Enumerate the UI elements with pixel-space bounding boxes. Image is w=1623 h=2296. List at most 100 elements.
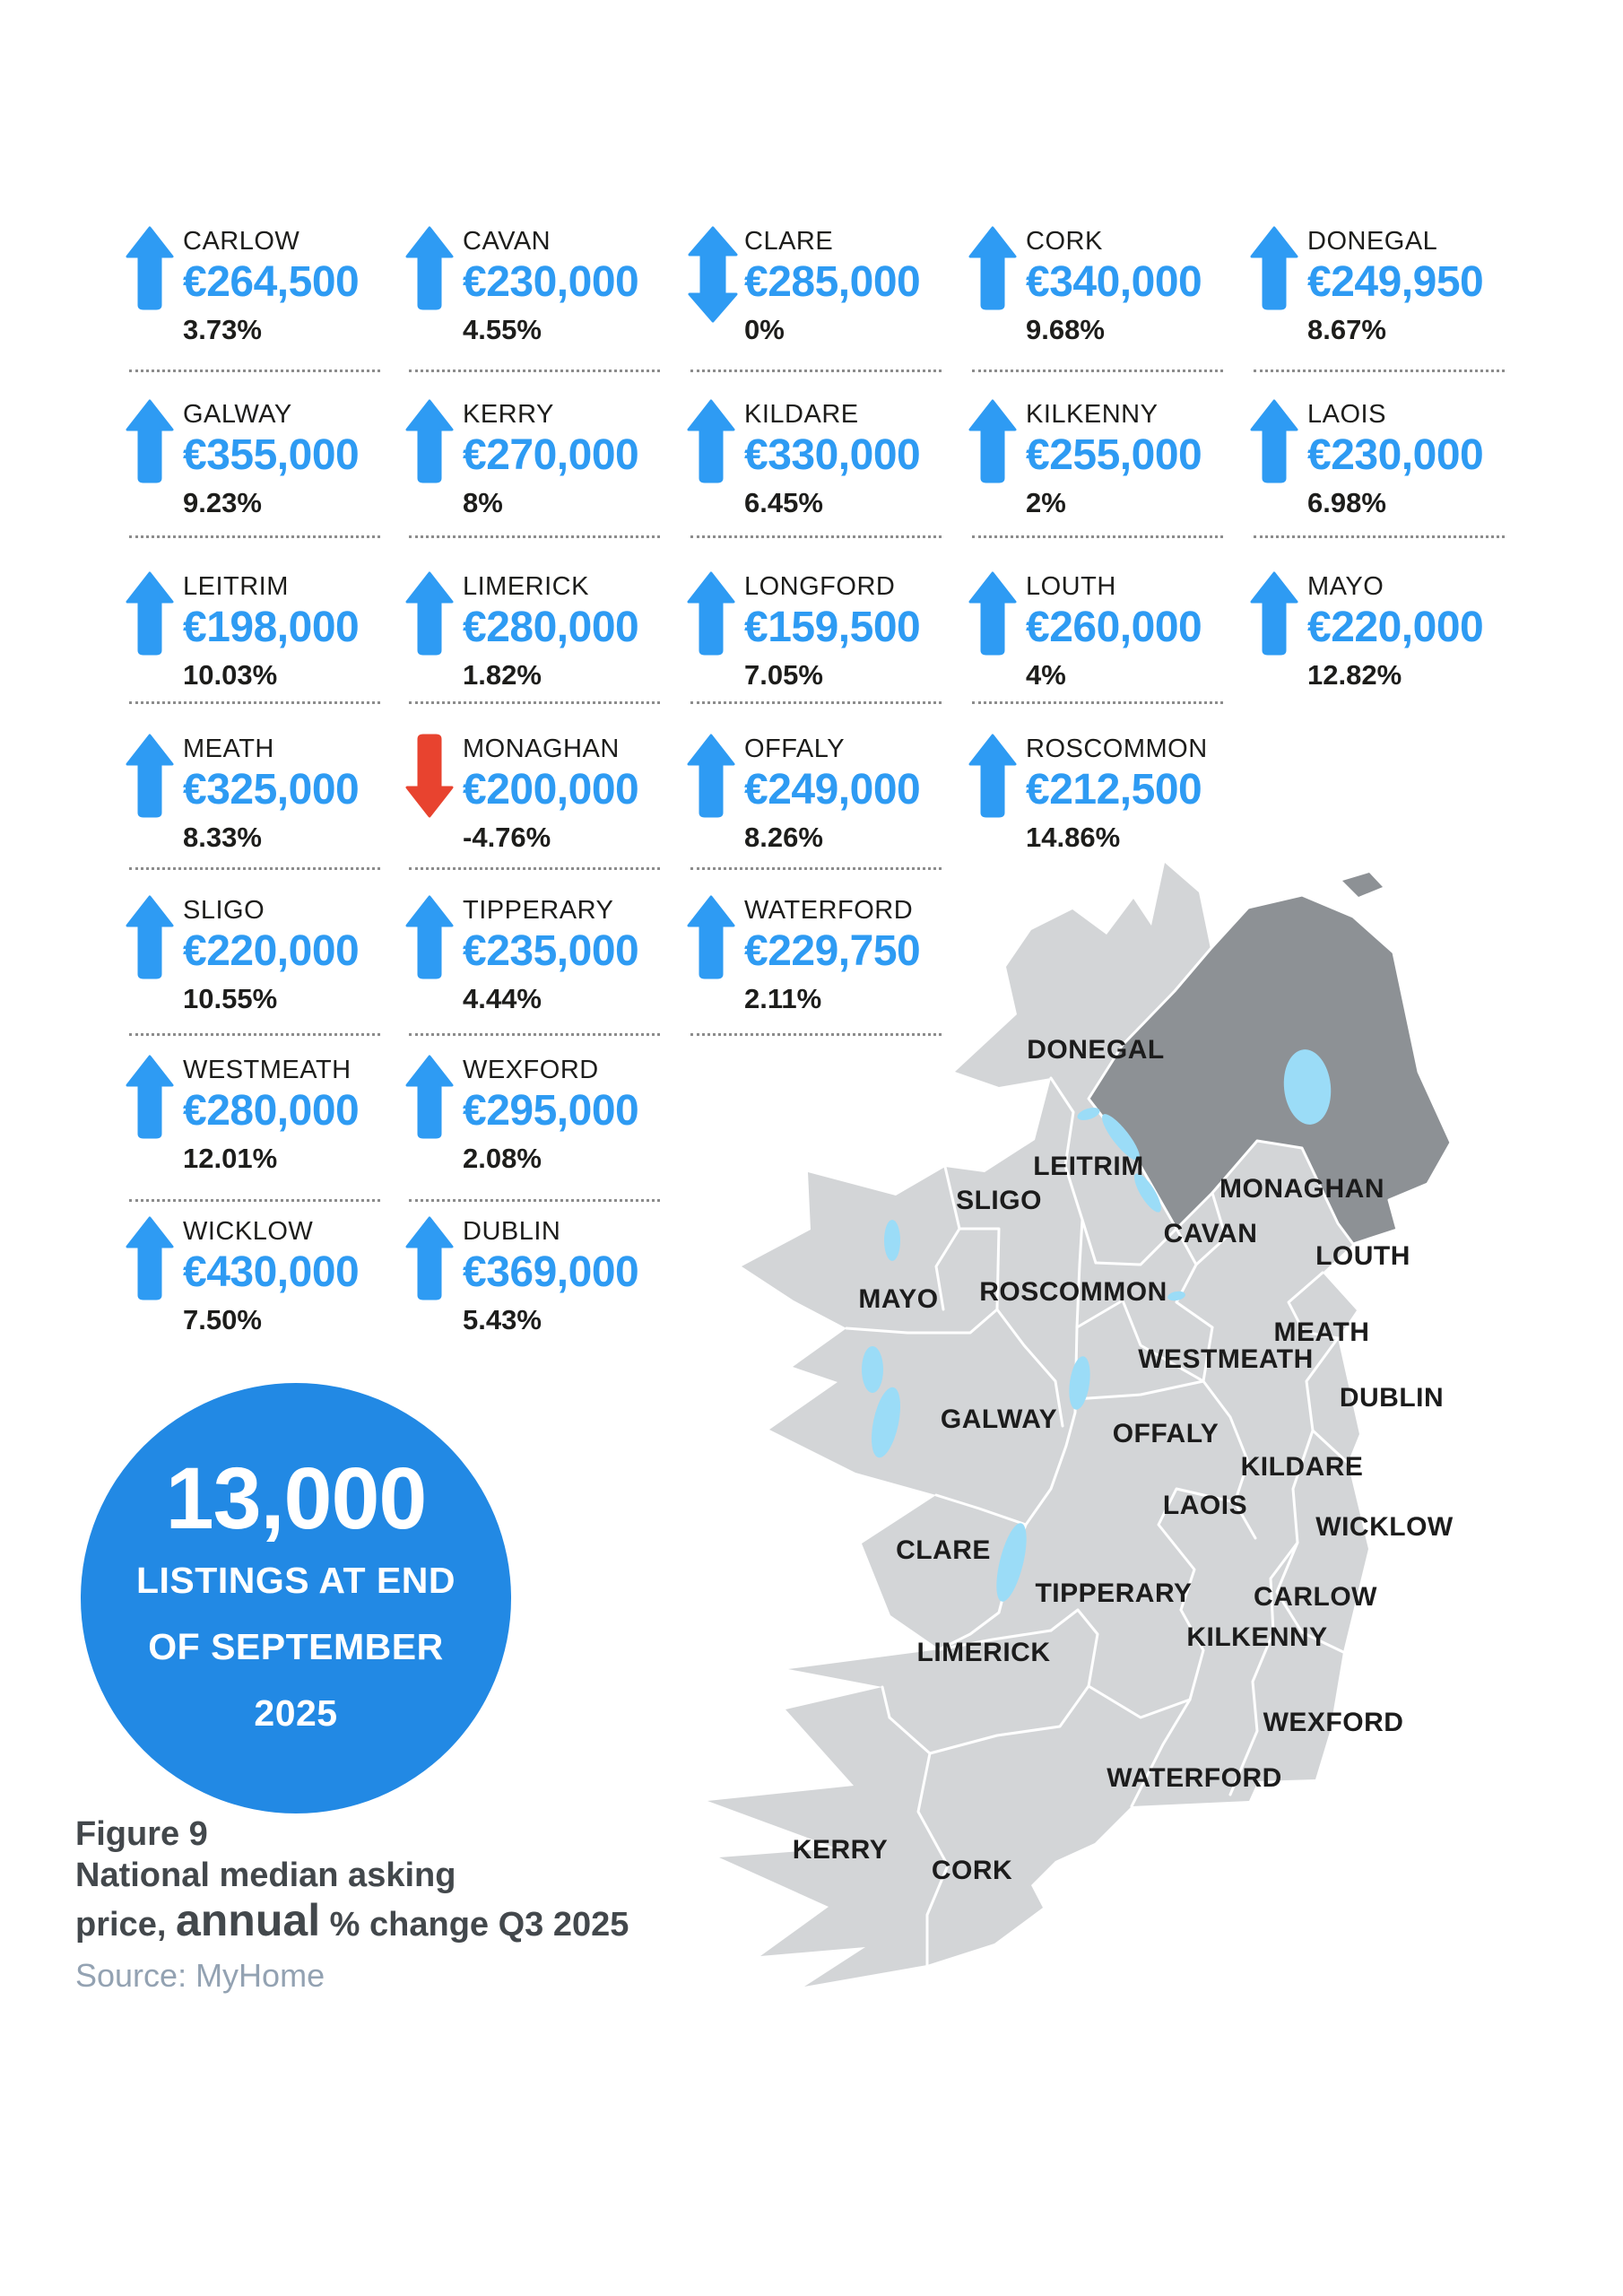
dotted-separator bbox=[690, 370, 942, 372]
stat-text: KILDARE €330,000 6.45% bbox=[744, 399, 956, 521]
county-name: LOUTH bbox=[1026, 572, 1116, 601]
annual-change-pct: 3.73% bbox=[183, 314, 262, 345]
median-price: €270,000 bbox=[463, 431, 639, 479]
up-arrow-icon bbox=[126, 734, 174, 818]
dotted-separator bbox=[409, 1199, 660, 1202]
median-price: €430,000 bbox=[183, 1248, 360, 1296]
median-price: €355,000 bbox=[183, 431, 360, 479]
median-price: €220,000 bbox=[183, 927, 360, 975]
county-name: LEITRIM bbox=[183, 572, 289, 601]
up-arrow-icon bbox=[687, 734, 735, 818]
median-price: €280,000 bbox=[183, 1087, 360, 1135]
map-label-donegal: DONEGAL bbox=[1027, 1035, 1165, 1065]
stat-text: DUBLIN €369,000 5.43% bbox=[463, 1216, 674, 1338]
up-arrow-icon bbox=[968, 734, 1017, 818]
map-label-cork: CORK bbox=[932, 1856, 1012, 1885]
dotted-separator bbox=[409, 535, 660, 538]
lakes bbox=[862, 1049, 1332, 1602]
county-stat-monaghan: MONAGHAN €200,000 -4.76% bbox=[405, 734, 674, 856]
listings-callout-circle: 13,000 LISTINGS AT END OF SEPTEMBER 2025 bbox=[81, 1383, 511, 1813]
county-name: LIMERICK bbox=[463, 572, 589, 601]
caption-line: National median asking bbox=[75, 1857, 456, 1894]
median-price: €159,500 bbox=[744, 604, 921, 651]
median-price: €249,000 bbox=[744, 766, 921, 813]
median-price: €212,500 bbox=[1026, 766, 1202, 813]
up-arrow-icon bbox=[1250, 399, 1298, 483]
stat-text: CORK €340,000 9.68% bbox=[1026, 226, 1237, 348]
county-stat-westmeath: WESTMEATH €280,000 12.01% bbox=[126, 1055, 395, 1177]
county-name: DUBLIN bbox=[463, 1217, 561, 1246]
dotted-separator bbox=[409, 370, 660, 372]
annual-change-pct: 12.82% bbox=[1307, 659, 1402, 691]
annual-change-pct: 6.45% bbox=[744, 487, 823, 518]
stat-text: WEXFORD €295,000 2.08% bbox=[463, 1055, 674, 1177]
county-name: TIPPERARY bbox=[463, 896, 614, 925]
map-label-westmeath: WESTMEATH bbox=[1138, 1344, 1314, 1374]
dotted-separator bbox=[972, 535, 1223, 538]
up-arrow-icon bbox=[687, 571, 735, 656]
stat-text: KILKENNY €255,000 2% bbox=[1026, 399, 1237, 521]
stat-text: CAVAN €230,000 4.55% bbox=[463, 226, 674, 348]
median-price: €220,000 bbox=[1307, 604, 1484, 651]
ireland-county-map: DONEGAL LEITRIM MONAGHAN SLIGO CAVAN LOUTH MAY… bbox=[674, 843, 1463, 2009]
county-name: SLIGO bbox=[183, 896, 265, 925]
annual-change-pct: 8.33% bbox=[183, 822, 262, 853]
county-name: KERRY bbox=[463, 400, 554, 429]
median-price: €235,000 bbox=[463, 927, 639, 975]
annual-change-pct: 10.55% bbox=[183, 983, 278, 1014]
up-arrow-icon bbox=[126, 1216, 174, 1300]
stat-text: OFFALY €249,000 8.26% bbox=[744, 734, 956, 856]
dotted-separator bbox=[129, 1033, 380, 1036]
dotted-separator bbox=[690, 535, 942, 538]
stat-text: WESTMEATH €280,000 12.01% bbox=[183, 1055, 395, 1177]
map-county-labels: DONEGAL LEITRIM MONAGHAN SLIGO CAVAN LOUTH MAY… bbox=[793, 1035, 1454, 1885]
county-stat-tipperary: TIPPERARY €235,000 4.44% bbox=[405, 895, 674, 1017]
dotted-separator bbox=[129, 867, 380, 870]
county-stat-donegal: DONEGAL €249,950 8.67% bbox=[1250, 226, 1519, 348]
median-price: €255,000 bbox=[1026, 431, 1202, 479]
map-label-offaly: OFFALY bbox=[1113, 1419, 1219, 1448]
up-arrow-icon bbox=[126, 399, 174, 483]
county-name: WICKLOW bbox=[183, 1217, 314, 1246]
county-stat-waterford: WATERFORD €229,750 2.11% bbox=[687, 895, 956, 1017]
figure-number: Figure 9 bbox=[75, 1815, 208, 1853]
median-price: €249,950 bbox=[1307, 258, 1484, 306]
annual-change-pct: 6.98% bbox=[1307, 487, 1386, 518]
map-label-laois: LAOIS bbox=[1163, 1491, 1247, 1520]
stat-text: TIPPERARY €235,000 4.44% bbox=[463, 895, 674, 1017]
county-name: WATERFORD bbox=[744, 896, 914, 925]
stat-text: CLARE €285,000 0% bbox=[744, 226, 956, 348]
county-name: DONEGAL bbox=[1307, 227, 1438, 256]
county-name: ROSCOMMON bbox=[1026, 735, 1208, 763]
annual-change-pct: 2.08% bbox=[463, 1143, 542, 1174]
dotted-separator bbox=[129, 535, 380, 538]
down-arrow-icon bbox=[405, 734, 454, 818]
dotted-separator bbox=[1254, 535, 1505, 538]
stat-text: KERRY €270,000 8% bbox=[463, 399, 674, 521]
annual-change-pct: 10.03% bbox=[183, 659, 278, 691]
source-label: Source: MyHome bbox=[75, 1957, 325, 1994]
annual-change-pct: 14.86% bbox=[1026, 822, 1121, 853]
county-stat-wicklow: WICKLOW €430,000 7.50% bbox=[126, 1216, 395, 1338]
county-stat-kilkenny: KILKENNY €255,000 2% bbox=[968, 399, 1237, 521]
map-label-meath: MEATH bbox=[1274, 1318, 1370, 1347]
median-price: €295,000 bbox=[463, 1087, 639, 1135]
caption-emphasis: annual bbox=[175, 1895, 321, 1945]
dotted-separator bbox=[690, 867, 942, 870]
map-label-roscommon: ROSCOMMON bbox=[979, 1277, 1167, 1307]
county-name: WEXFORD bbox=[463, 1056, 599, 1084]
stat-text: LONGFORD €159,500 7.05% bbox=[744, 571, 956, 693]
stat-text: WICKLOW €430,000 7.50% bbox=[183, 1216, 395, 1338]
map-label-leitrim: LEITRIM bbox=[1033, 1152, 1144, 1181]
up-arrow-icon bbox=[126, 226, 174, 310]
county-name: MAYO bbox=[1307, 572, 1384, 601]
up-arrow-icon bbox=[126, 895, 174, 979]
dotted-separator bbox=[690, 701, 942, 704]
annual-change-pct: 7.05% bbox=[744, 659, 823, 691]
county-name: GALWAY bbox=[183, 400, 292, 429]
county-stat-leitrim: LEITRIM €198,000 10.03% bbox=[126, 571, 395, 693]
map-label-kildare: KILDARE bbox=[1241, 1452, 1364, 1482]
up-arrow-icon bbox=[687, 895, 735, 979]
annual-change-pct: 7.50% bbox=[183, 1304, 262, 1335]
up-arrow-icon bbox=[405, 226, 454, 310]
